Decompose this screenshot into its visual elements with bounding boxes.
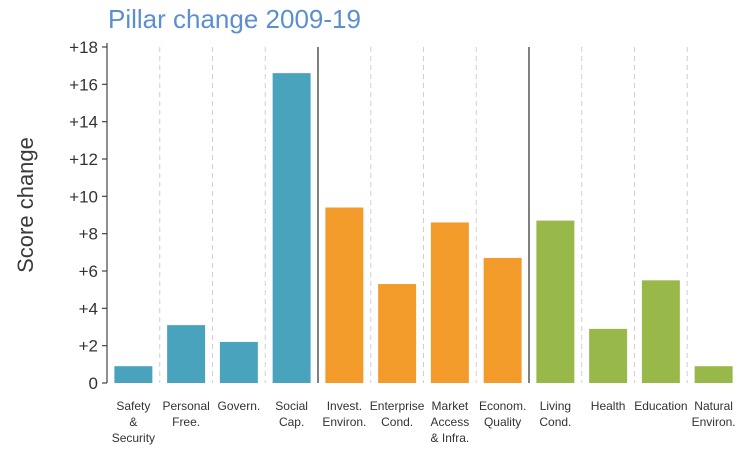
y-tick-label: +4 <box>79 299 98 318</box>
y-tick-label: +8 <box>79 225 98 244</box>
bar <box>641 280 680 383</box>
x-tick-label: Education <box>634 399 687 413</box>
x-tick-label: Personal Free. <box>162 399 209 429</box>
bar <box>430 222 469 383</box>
x-tick-label: Enterprise Cond. <box>370 399 425 429</box>
bar <box>167 325 206 383</box>
y-tick-label: +6 <box>79 262 98 281</box>
grid-layer <box>159 47 688 383</box>
bar <box>219 341 258 383</box>
y-tick-labels: 0 +2 +4 +6 +8 +10 +12 +14 +16 +18 <box>69 38 107 393</box>
x-tick-label: Market Access & Infra. <box>431 399 470 445</box>
x-tick-label: Econom. Quality <box>479 399 526 429</box>
bar <box>272 73 311 383</box>
x-tick-label: Living Cond. <box>539 399 571 429</box>
bar-layer <box>114 73 733 383</box>
bar <box>378 284 417 383</box>
chart-title: Pillar change 2009-19 <box>108 4 361 34</box>
y-axis-label: Score change <box>13 137 38 273</box>
y-tick-label: +2 <box>79 337 98 356</box>
bar <box>483 257 522 383</box>
y-tick-label: +14 <box>69 113 98 132</box>
x-tick-label: Social Cap. <box>275 399 308 429</box>
x-tick-label: Govern. <box>218 399 261 413</box>
bar <box>589 328 628 383</box>
x-tick-label: Health <box>591 399 626 413</box>
y-tick-label: +18 <box>69 38 98 57</box>
x-tick-label: Safety & Security <box>112 399 155 445</box>
y-tick-label: +16 <box>69 75 98 94</box>
bar <box>694 366 733 383</box>
bar <box>114 366 153 383</box>
x-tick-label: Invest. Environ. <box>322 399 366 429</box>
x-tick-label: Natural Environ. <box>692 399 736 429</box>
bar <box>536 220 575 383</box>
bar <box>325 207 364 383</box>
y-tick-label: +10 <box>69 187 98 206</box>
y-tick-label: 0 <box>89 374 98 393</box>
y-tick-label: +12 <box>69 150 98 169</box>
